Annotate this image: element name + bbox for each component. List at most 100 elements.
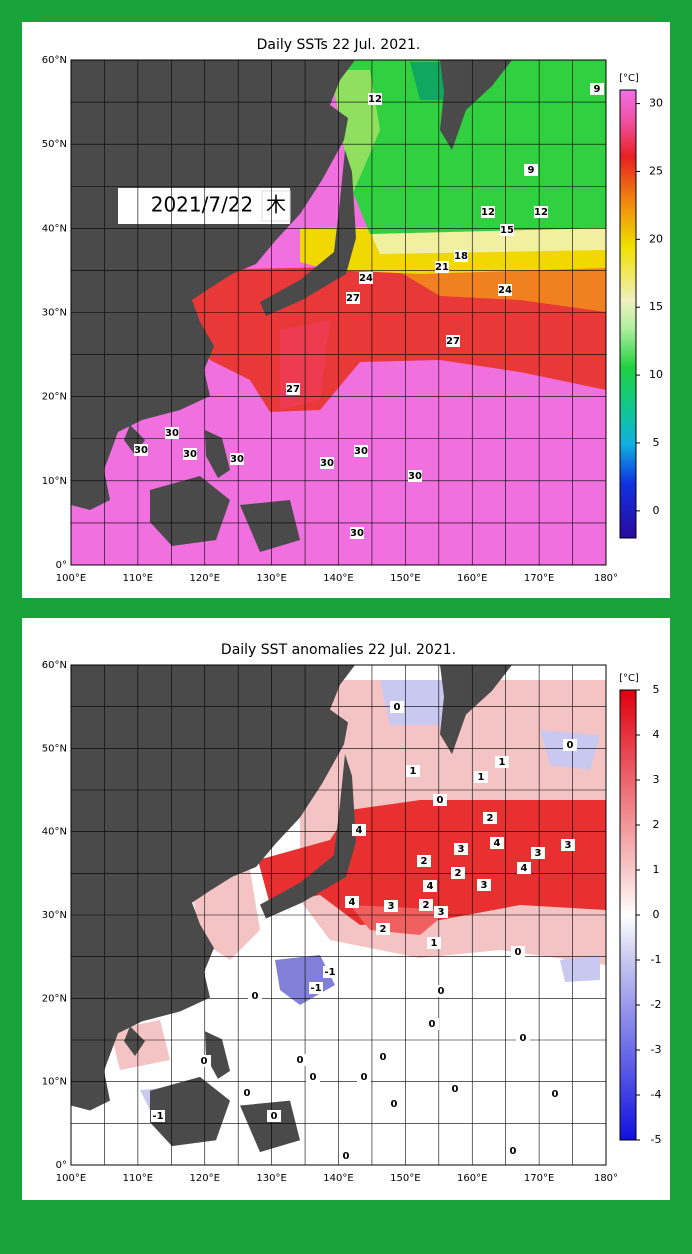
contour-label-box xyxy=(495,756,509,768)
contour-label: 4 xyxy=(349,897,356,908)
contour-label: 3 xyxy=(535,848,542,859)
lat-label: 10°N xyxy=(42,476,67,487)
contour-label: 12 xyxy=(368,94,382,105)
contour-label: 12 xyxy=(481,207,495,218)
contour-label: 21 xyxy=(435,262,449,273)
lat-label: 40°N xyxy=(42,223,67,234)
contour-label-box xyxy=(350,527,364,539)
contour-label: 3 xyxy=(458,844,465,855)
date: 2021/7/22 xyxy=(151,193,254,217)
colorbar-tick-label: -4 xyxy=(651,1088,662,1101)
colorbar-tick-label: -1 xyxy=(651,953,662,966)
contour-label: 3 xyxy=(565,840,572,851)
contour-label: 0 xyxy=(201,1056,208,1067)
contour-label-box xyxy=(384,900,398,912)
contour-label-box xyxy=(339,1150,353,1162)
colorbar-unit: [°C] xyxy=(619,73,639,84)
contour-label: 4 xyxy=(356,825,363,836)
contour-label-box xyxy=(306,1071,320,1083)
contour-label-box xyxy=(368,93,382,105)
lon-label: 130°E xyxy=(256,1173,286,1184)
lat-label: 0° xyxy=(56,1160,67,1171)
contour-label-box xyxy=(434,906,448,918)
colorbar-tick-label: 15 xyxy=(649,300,663,313)
contour-label-box xyxy=(425,1018,439,1030)
contour-label: 0 xyxy=(310,1072,317,1083)
contour-label: 0 xyxy=(380,1052,387,1063)
contour-label: 3 xyxy=(388,901,395,912)
contour-label-box xyxy=(320,457,334,469)
contour-label: 0 xyxy=(244,1088,251,1099)
contour-label: 3 xyxy=(481,880,488,891)
contour-label-box xyxy=(511,946,525,958)
contour-label-box xyxy=(134,444,148,456)
colorbar-tick-label: 3 xyxy=(653,773,660,786)
lat-label: 30°N xyxy=(42,308,67,319)
contour-label-box xyxy=(197,1055,211,1067)
contour-label-box xyxy=(481,206,495,218)
lat-label: 50°N xyxy=(42,139,67,150)
contour-label-box xyxy=(346,292,360,304)
contour-label-box xyxy=(524,164,538,176)
lon-label: 100°E xyxy=(56,573,86,584)
contour-label-box xyxy=(517,862,531,874)
lon-label: 160°E xyxy=(457,573,487,584)
contour-label-box xyxy=(490,837,504,849)
contour-label: 0 xyxy=(520,1033,527,1044)
contour-label: 0 xyxy=(361,1072,368,1083)
contour-label: 2 xyxy=(421,856,428,867)
lon-label: 120°E xyxy=(190,573,220,584)
lat-label: 60°N xyxy=(42,55,67,66)
contour-label: 4 xyxy=(521,863,528,874)
colorbar-tick-label: -2 xyxy=(651,998,662,1011)
colorbar-tick-label: 0 xyxy=(653,908,660,921)
contour-label: 0 xyxy=(452,1084,459,1095)
lon-label: 110°E xyxy=(123,1173,153,1184)
contour-label: 0 xyxy=(552,1089,559,1100)
lat-label: 10°N xyxy=(42,1077,67,1088)
contour-label-box xyxy=(561,839,575,851)
contour-label-box xyxy=(352,824,366,836)
weekday-box xyxy=(261,190,291,222)
contour-label: 18 xyxy=(454,251,468,262)
contour-label: 24 xyxy=(498,285,512,296)
contour-label-box xyxy=(590,83,604,95)
contour-label: 2 xyxy=(455,868,462,879)
contour-label: 0 xyxy=(271,1111,278,1122)
contour-label-box xyxy=(474,771,488,783)
contour-label: -1 xyxy=(310,983,321,994)
colorbar xyxy=(619,89,637,539)
colorbar-tick-label: 5 xyxy=(653,436,660,449)
contour-label: 0 xyxy=(437,795,444,806)
contour-label-box xyxy=(406,765,420,777)
contour-label: 30 xyxy=(183,449,197,460)
contour-label-box xyxy=(248,990,262,1002)
contour-label: 1 xyxy=(431,938,438,949)
lat-label: 50°N xyxy=(42,743,67,754)
contour-label: 1 xyxy=(478,772,485,783)
colorbar-tick-label: -3 xyxy=(651,1043,662,1056)
contour-label: 4 xyxy=(494,838,501,849)
lon-label: 150°E xyxy=(390,573,420,584)
contour-label: 3 xyxy=(438,907,445,918)
lat-label: 60°N xyxy=(42,660,67,671)
contour-label-box xyxy=(230,453,244,465)
lon-label: 160°E xyxy=(457,1173,487,1184)
contour-label-box xyxy=(427,937,441,949)
contour-label-box xyxy=(446,335,460,347)
contour-label-box xyxy=(376,923,390,935)
contour-label: -1 xyxy=(324,967,335,978)
lon-label: 170°E xyxy=(524,1173,554,1184)
contour-label-box xyxy=(323,966,337,978)
contour-label: 9 xyxy=(594,84,601,95)
lon-label: 100°E xyxy=(56,1173,86,1184)
contour-label: 0 xyxy=(394,702,401,713)
contour-label-box xyxy=(183,448,197,460)
colorbar-tick-label: 20 xyxy=(649,232,663,245)
contour-label-box xyxy=(408,470,422,482)
lat-label: 40°N xyxy=(42,827,67,838)
contour-label-box xyxy=(165,427,179,439)
contour-label: 0 xyxy=(343,1151,350,1162)
contour-label: 1 xyxy=(499,757,506,768)
contour-label: 12 xyxy=(534,207,548,218)
